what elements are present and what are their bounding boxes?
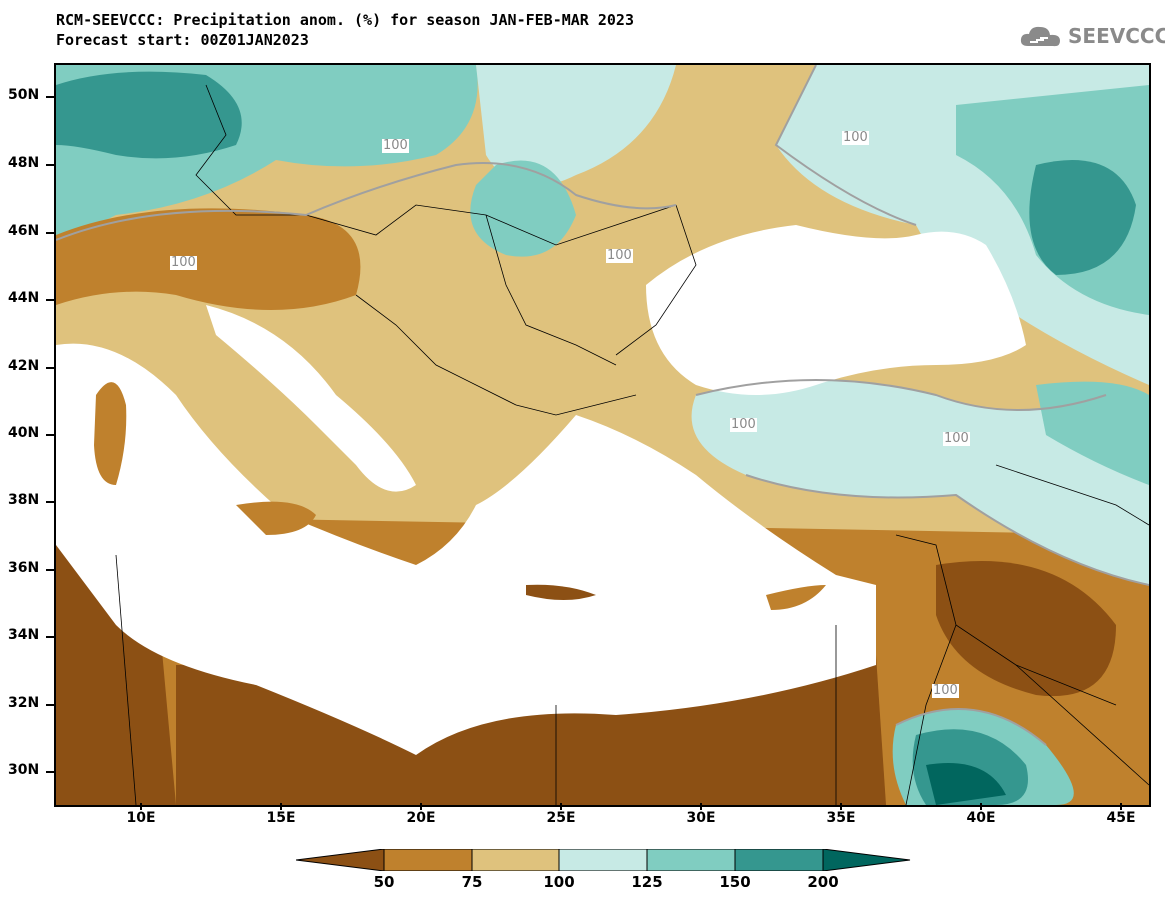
lat-label: 42N — [8, 358, 40, 374]
lat-label: 40N — [8, 425, 40, 441]
contour-label: 100 — [932, 683, 959, 698]
lat-tick — [46, 501, 54, 503]
lon-label: 45E — [1106, 810, 1136, 826]
lat-label: 50N — [8, 87, 40, 103]
lat-tick — [46, 367, 54, 369]
colorbar-label: 125 — [631, 873, 663, 891]
title-line-2: Forecast start: 00Z01JAN2023 — [56, 31, 309, 49]
contour-label: 100 — [730, 417, 757, 432]
contour-100 — [56, 65, 1149, 746]
country-borders — [115, 84, 1149, 805]
lat-label: 32N — [8, 695, 40, 711]
lon-label: 25E — [546, 810, 576, 826]
very-dry-syria-iraq — [936, 561, 1116, 697]
lat-label: 38N — [8, 492, 40, 508]
lat-tick — [46, 569, 54, 571]
colorbar — [296, 849, 911, 871]
colorbar-segment — [822, 849, 911, 871]
lat-label: 46N — [8, 223, 40, 239]
lat-tick — [46, 299, 54, 301]
lon-tick — [700, 803, 702, 810]
lat-tick — [46, 232, 54, 234]
lat-label: 48N — [8, 155, 40, 171]
colorbar-segment — [734, 849, 824, 871]
lon-tick — [280, 803, 282, 810]
lon-label: 35E — [826, 810, 856, 826]
logo-text: SEEVCCC — [1068, 24, 1165, 48]
lat-tick — [46, 164, 54, 166]
colorbar-label: 150 — [719, 873, 751, 891]
very-wet-caucasus-north — [1029, 160, 1136, 275]
lon-tick — [980, 803, 982, 810]
black-sea — [646, 225, 1026, 395]
extreme-wet-arabia — [926, 763, 1006, 805]
colorbar-label: 200 — [807, 873, 839, 891]
contour-label: 100 — [842, 130, 869, 145]
contour-label: 100 — [170, 255, 197, 270]
lon-tick — [1120, 803, 1122, 810]
corsica-sardinia — [94, 382, 127, 485]
lon-tick — [560, 803, 562, 810]
colorbar-label: 75 — [461, 873, 483, 891]
contour-label: 100 — [382, 138, 409, 153]
colorbar-segment — [558, 849, 648, 871]
lat-tick — [46, 636, 54, 638]
wet-anatolia-north — [691, 380, 1149, 585]
contour-label: 100 — [943, 431, 970, 446]
lon-tick — [140, 803, 142, 810]
title-line-1: RCM-SEEVCCC: Precipitation anom. (%) for… — [56, 11, 634, 29]
lat-tick — [46, 96, 54, 98]
lat-label: 44N — [8, 290, 40, 306]
contour-label: 100 — [606, 248, 633, 263]
lon-tick — [420, 803, 422, 810]
map-panel — [54, 63, 1151, 807]
lat-tick — [46, 771, 54, 773]
lon-label: 40E — [966, 810, 996, 826]
crete — [526, 584, 596, 600]
lon-label: 10E — [126, 810, 156, 826]
wet-poland-ukraine — [476, 65, 676, 187]
colorbar-label: 50 — [373, 873, 395, 891]
mediterranean-sea — [56, 343, 876, 755]
lat-tick — [46, 434, 54, 436]
figure-title: RCM-SEEVCCC: Precipitation anom. (%) for… — [56, 10, 634, 50]
colorbar-segment — [296, 849, 385, 871]
wet-georgia — [1036, 381, 1149, 485]
cyprus — [766, 585, 826, 610]
lat-label: 36N — [8, 560, 40, 576]
colorbar-segment — [646, 849, 736, 871]
lon-label: 30E — [686, 810, 716, 826]
lon-tick — [840, 803, 842, 810]
colorbar-segment — [471, 849, 560, 871]
lat-label: 34N — [8, 627, 40, 643]
lat-tick — [46, 704, 54, 706]
lon-label: 20E — [406, 810, 436, 826]
adriatic-sea — [206, 305, 416, 492]
dry-alps — [56, 208, 361, 310]
sicily — [236, 501, 316, 535]
cloud-icon — [1020, 26, 1060, 47]
colorbar-segment — [383, 849, 473, 871]
very-wet-germany — [56, 71, 242, 159]
colorbar-label: 100 — [543, 873, 575, 891]
seevccc-logo: SEEVCCC — [1018, 22, 1165, 50]
lon-label: 15E — [266, 810, 296, 826]
anomaly-map — [56, 65, 1149, 805]
wet-hungary — [470, 160, 576, 257]
lat-label: 30N — [8, 762, 40, 778]
